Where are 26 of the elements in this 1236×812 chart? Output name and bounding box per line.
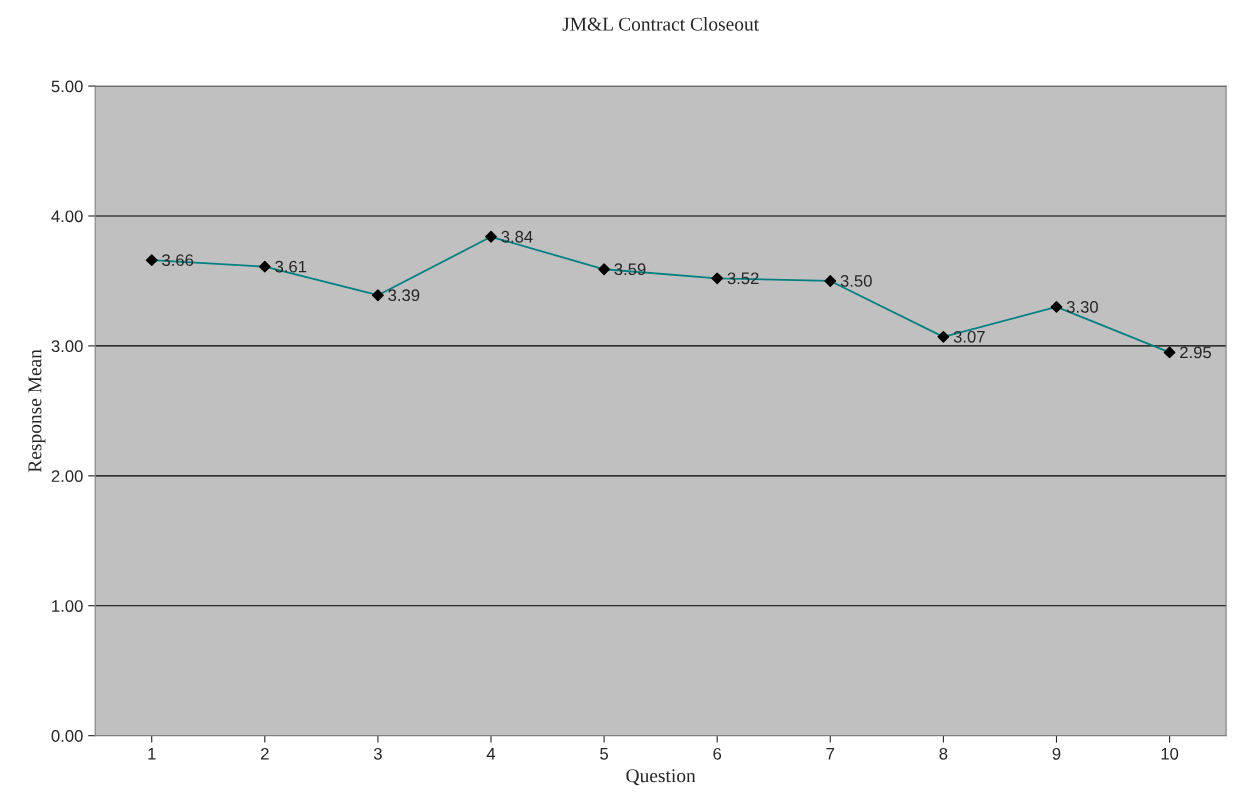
text: 3.61	[275, 260, 307, 273]
x-tick-label: 7	[826, 748, 835, 760]
text: 3.84	[501, 230, 533, 243]
y-tick-label: 4.00	[51, 210, 83, 223]
x-tick-label: 5	[600, 748, 609, 760]
x-tick-label: 2	[261, 747, 269, 760]
text: 2.95	[1180, 346, 1212, 359]
text: 3.30	[1066, 301, 1098, 313]
y-tick-label: 0.00	[51, 730, 83, 742]
y-tick-label: 1.00	[52, 600, 83, 612]
x-axis-title: Question	[626, 769, 696, 786]
x-tick-label: 1	[148, 748, 156, 760]
x-tick-label: 4	[486, 748, 496, 760]
chart-title: JM&L Contract Closeout	[562, 17, 759, 31]
x-tick-label: 9	[1052, 747, 1061, 760]
y-tick-label: 3.00	[51, 340, 83, 353]
y-tick-label: 5.00	[51, 80, 83, 93]
y-axis-title: Response Mean	[28, 349, 46, 473]
y-tick-label: 2.00	[51, 470, 83, 483]
text: 3.50	[840, 275, 872, 287]
x-tick-label: 8	[939, 747, 948, 760]
text: 3.39	[388, 289, 420, 302]
x-tick-label: 3	[373, 747, 382, 760]
text: 3.07	[953, 330, 985, 343]
x-tick-label: 6	[713, 747, 722, 760]
x-tick-label: 10	[1161, 747, 1179, 760]
